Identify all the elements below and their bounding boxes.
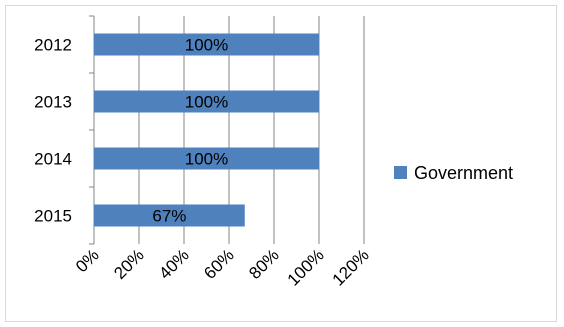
legend: Government [394,163,513,183]
bar [94,90,319,113]
data-labels: 100% 100% 100% 67% [152,36,228,226]
category-axis [89,15,95,245]
x-tick-label: 80% [245,245,282,282]
data-label: 67% [152,207,186,226]
category-label: 2013 [34,93,72,112]
x-tick-label: 100% [284,245,328,289]
legend-label: Government [414,163,513,183]
x-tick-label: 0% [72,245,103,276]
x-tick-label: 20% [110,245,147,282]
bar [94,33,319,56]
value-axis-labels: 0% 20% 40% 60% 80% 100% 120% [72,245,373,289]
x-tick-label: 60% [200,245,237,282]
category-labels: 2012 2013 2014 2015 [34,36,72,226]
bar [94,204,245,227]
category-label: 2015 [34,207,72,226]
data-label: 100% [185,93,228,112]
bar-series [94,33,319,227]
legend-swatch [394,166,407,179]
data-label: 100% [185,36,228,55]
x-tick-label: 40% [155,245,192,282]
category-label: 2012 [34,36,72,55]
bar [94,147,319,170]
x-tick-label: 120% [329,245,373,289]
category-label: 2014 [34,150,72,169]
data-label: 100% [185,150,228,169]
